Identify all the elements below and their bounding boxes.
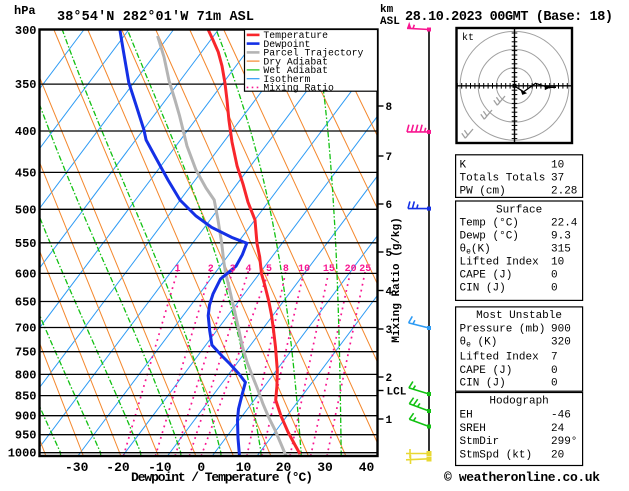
svg-text:EH: EH xyxy=(460,409,473,421)
svg-text:3: 3 xyxy=(230,264,236,275)
svg-text:1000: 1000 xyxy=(8,447,37,461)
svg-text:950: 950 xyxy=(15,429,37,443)
svg-text:2: 2 xyxy=(386,373,393,385)
svg-text:LCL: LCL xyxy=(387,387,407,399)
svg-text:Parcel Trajectory: Parcel Trajectory xyxy=(263,48,363,59)
svg-text:SREH: SREH xyxy=(460,423,486,435)
svg-text:hPa: hPa xyxy=(14,4,36,18)
svg-text:40: 40 xyxy=(359,460,375,475)
svg-text:10: 10 xyxy=(298,264,310,275)
svg-text:7: 7 xyxy=(386,152,393,164)
svg-text:900: 900 xyxy=(551,324,571,336)
svg-text:37: 37 xyxy=(551,172,564,184)
svg-text:Temperature: Temperature xyxy=(263,30,328,41)
svg-text:Mixing Ratio: Mixing Ratio xyxy=(263,83,334,94)
svg-text:kt: kt xyxy=(462,32,474,44)
svg-text:Most Unstable: Most Unstable xyxy=(476,310,562,322)
svg-text:Pressure (mb): Pressure (mb) xyxy=(460,324,546,336)
svg-text:Wet Adiabat: Wet Adiabat xyxy=(263,65,328,76)
svg-text:CAPE (J): CAPE (J) xyxy=(460,269,513,281)
svg-text:700: 700 xyxy=(15,322,37,336)
svg-text:3: 3 xyxy=(386,325,393,337)
svg-text:5: 5 xyxy=(266,264,272,275)
svg-text:850: 850 xyxy=(15,390,37,404)
svg-text:Totals Totals: Totals Totals xyxy=(460,172,546,184)
svg-text:Lifted Index: Lifted Index xyxy=(460,352,540,364)
svg-text:Temp (°C): Temp (°C) xyxy=(460,218,519,230)
svg-text:0: 0 xyxy=(551,269,558,281)
svg-text:650: 650 xyxy=(15,296,37,310)
svg-text:7: 7 xyxy=(551,352,558,364)
svg-text:25: 25 xyxy=(359,264,371,275)
svg-text:Dewpoint / Temperature (°C): Dewpoint / Temperature (°C) xyxy=(131,470,313,485)
svg-text:300: 300 xyxy=(15,24,37,38)
svg-text:CIN (J): CIN (J) xyxy=(460,378,506,390)
svg-text:20: 20 xyxy=(551,449,564,461)
svg-text:0: 0 xyxy=(551,378,558,390)
svg-text:θe (K): θe (K) xyxy=(460,337,498,350)
svg-text:PW (cm): PW (cm) xyxy=(460,185,506,197)
svg-text:9.3: 9.3 xyxy=(551,230,571,242)
svg-text:299°: 299° xyxy=(551,436,577,448)
svg-text:Dewp (°C): Dewp (°C) xyxy=(460,230,519,242)
svg-text:1: 1 xyxy=(174,264,180,275)
svg-text:-20: -20 xyxy=(106,460,130,475)
svg-text:600: 600 xyxy=(15,267,37,281)
svg-text:350: 350 xyxy=(15,78,37,92)
svg-text:Dewpoint: Dewpoint xyxy=(263,39,310,50)
svg-text:22.4: 22.4 xyxy=(551,218,578,230)
svg-text:38°54'N 282°01'W 71m ASL: 38°54'N 282°01'W 71m ASL xyxy=(57,10,254,25)
svg-text:315: 315 xyxy=(551,243,571,255)
svg-text:0: 0 xyxy=(197,460,205,475)
svg-text:0: 0 xyxy=(551,282,558,294)
svg-text:28.10.2023 00GMT (Base: 18): 28.10.2023 00GMT (Base: 18) xyxy=(405,10,613,25)
svg-text:ASL: ASL xyxy=(380,16,400,28)
svg-text:10: 10 xyxy=(551,256,564,268)
svg-text:Lifted Index: Lifted Index xyxy=(460,256,540,268)
svg-text:800: 800 xyxy=(15,368,37,382)
svg-text:900: 900 xyxy=(15,410,37,424)
svg-text:450: 450 xyxy=(15,166,37,180)
svg-text:© weatheronline.co.uk: © weatheronline.co.uk xyxy=(444,470,600,485)
svg-text:-46: -46 xyxy=(551,409,571,421)
svg-text:4: 4 xyxy=(386,287,393,299)
svg-text:CAPE (J): CAPE (J) xyxy=(460,365,513,377)
svg-text:CIN (J): CIN (J) xyxy=(460,282,506,294)
svg-text:10: 10 xyxy=(551,159,564,171)
svg-text:10: 10 xyxy=(236,460,252,475)
svg-text:20: 20 xyxy=(345,264,357,275)
svg-text:StmSpd (kt): StmSpd (kt) xyxy=(460,449,533,461)
svg-text:320: 320 xyxy=(551,337,571,349)
svg-text:8: 8 xyxy=(386,102,393,114)
svg-text:-10: -10 xyxy=(148,460,172,475)
svg-text:θe(K): θe(K) xyxy=(460,243,491,256)
svg-text:4: 4 xyxy=(245,264,251,275)
svg-text:km: km xyxy=(380,4,394,16)
svg-text:StmDir: StmDir xyxy=(460,436,500,448)
svg-text:0: 0 xyxy=(551,365,558,377)
svg-text:500: 500 xyxy=(15,203,37,217)
svg-text:Isotherm: Isotherm xyxy=(263,74,310,85)
svg-text:1: 1 xyxy=(386,415,393,427)
svg-text:Hodograph: Hodograph xyxy=(489,396,548,408)
svg-text:8: 8 xyxy=(283,264,289,275)
svg-text:2: 2 xyxy=(208,264,214,275)
svg-text:30: 30 xyxy=(317,460,333,475)
svg-text:-30: -30 xyxy=(65,460,89,475)
svg-text:Mixing Ratio (g/kg): Mixing Ratio (g/kg) xyxy=(391,217,403,342)
svg-text:Dry Adiabat: Dry Adiabat xyxy=(263,56,328,67)
svg-text:K: K xyxy=(460,159,467,171)
svg-text:15: 15 xyxy=(323,264,335,275)
svg-text:Surface: Surface xyxy=(496,205,542,217)
svg-text:550: 550 xyxy=(15,237,37,251)
svg-text:2.28: 2.28 xyxy=(551,185,577,197)
svg-text:6: 6 xyxy=(386,200,393,212)
svg-text:20: 20 xyxy=(276,460,292,475)
svg-text:5: 5 xyxy=(386,248,393,260)
svg-text:400: 400 xyxy=(15,125,37,139)
svg-text:24: 24 xyxy=(551,423,565,435)
svg-text:750: 750 xyxy=(15,346,37,360)
